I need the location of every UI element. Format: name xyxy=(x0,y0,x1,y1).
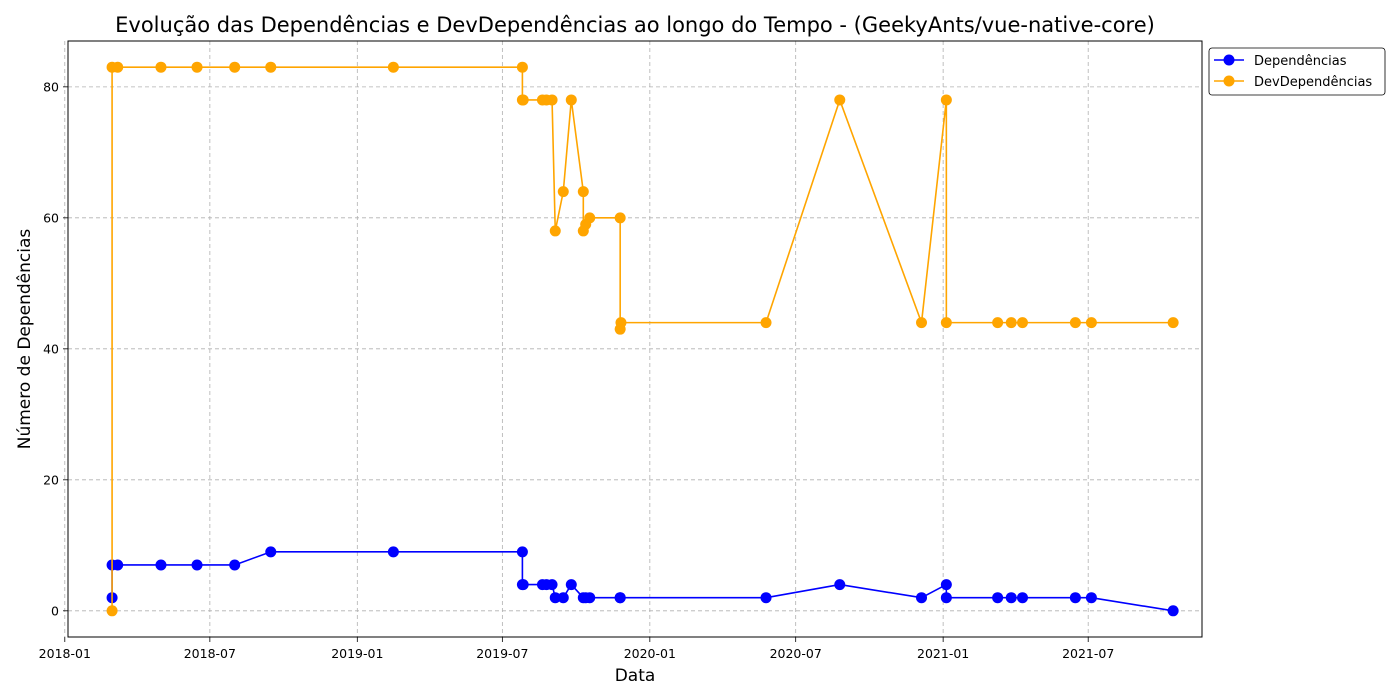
data-point-dependencias xyxy=(565,579,577,591)
x-tick-label: 2018-01 xyxy=(39,646,91,661)
data-point-devdependencias xyxy=(834,94,846,106)
grid xyxy=(64,41,1202,637)
legend-label-dependencias: Dependências xyxy=(1254,54,1347,69)
data-point-devdependencias xyxy=(1069,317,1081,329)
data-point-dependencias xyxy=(516,546,528,558)
data-point-dependencias xyxy=(916,592,928,604)
data-point-devdependencias xyxy=(940,94,952,106)
data-point-dependencias xyxy=(1005,592,1017,604)
x-tick-label: 2020-07 xyxy=(770,646,822,661)
data-point-devdependencias xyxy=(614,212,626,224)
data-point-dependencias xyxy=(1016,592,1028,604)
y-tick-label: 80 xyxy=(43,79,59,94)
data-point-dependencias xyxy=(940,579,952,591)
series-line-dependencias xyxy=(111,551,1174,612)
data-point-dependencias xyxy=(155,559,167,571)
legend-marker-devdependencias xyxy=(1223,75,1235,87)
legend-label-devdependencias: DevDependências xyxy=(1254,75,1372,90)
data-point-dependencias xyxy=(1167,605,1179,617)
x-axis-label: Data xyxy=(615,666,656,686)
data-point-devdependencias xyxy=(516,61,528,73)
x-tick-label: 2019-01 xyxy=(331,646,383,661)
data-point-dependencias xyxy=(191,559,203,571)
legend-box xyxy=(1208,47,1386,96)
data-point-dependencias xyxy=(1085,592,1097,604)
data-point-dependencias xyxy=(517,579,529,591)
x-axis-ticks: 2018-01 2018-07 2019-01 2019-07 2020-01 2020-… xyxy=(39,637,1114,661)
x-tick-label: 2019-07 xyxy=(476,646,528,661)
data-point-devdependencias xyxy=(546,94,558,106)
data-point-devdependencias xyxy=(155,61,167,73)
data-point-dependencias xyxy=(265,546,277,558)
series xyxy=(106,61,1179,617)
data-point-dependencias xyxy=(614,592,626,604)
data-point-devdependencias xyxy=(549,225,561,237)
data-point-devdependencias xyxy=(1167,317,1179,329)
data-point-dependencias xyxy=(546,579,558,591)
y-tick-label: 20 xyxy=(43,472,59,487)
data-point-dependencias xyxy=(992,592,1004,604)
data-point-devdependencias xyxy=(1085,317,1097,329)
data-point-devdependencias xyxy=(992,317,1004,329)
series-line-devdependencias xyxy=(111,66,1174,611)
data-point-devdependencias xyxy=(760,317,772,329)
data-point-dependencias xyxy=(557,592,569,604)
data-point-dependencias xyxy=(229,559,241,571)
data-point-devdependencias xyxy=(557,186,569,198)
x-tick-label: 2018-07 xyxy=(184,646,236,661)
plot-area-frame xyxy=(67,40,1203,638)
y-tick-label: 0 xyxy=(51,603,59,618)
data-point-devdependencias xyxy=(565,94,577,106)
data-point-devdependencias xyxy=(577,186,589,198)
y-tick-label: 40 xyxy=(43,341,59,356)
x-tick-label: 2020-01 xyxy=(624,646,676,661)
y-tick-label: 60 xyxy=(43,210,59,225)
chart-title: Evolução das Dependências e DevDependênc… xyxy=(115,13,1155,37)
data-point-devdependencias xyxy=(229,61,241,73)
data-point-devdependencias xyxy=(265,61,277,73)
data-point-devdependencias xyxy=(1005,317,1017,329)
x-tick-label: 2021-07 xyxy=(1062,646,1114,661)
data-point-devdependencias xyxy=(112,61,124,73)
y-axis-ticks: 0 20 40 60 80 xyxy=(43,79,68,618)
data-point-devdependencias xyxy=(615,317,627,329)
data-point-devdependencias xyxy=(916,317,928,329)
data-point-dependencias xyxy=(387,546,399,558)
data-point-devdependencias xyxy=(106,605,118,617)
data-point-dependencias xyxy=(760,592,772,604)
data-point-devdependencias xyxy=(517,94,529,106)
data-point-dependencias xyxy=(549,592,561,604)
data-point-devdependencias xyxy=(584,212,596,224)
data-point-dependencias xyxy=(834,579,846,591)
x-tick-label: 2021-01 xyxy=(917,646,969,661)
data-point-dependencias xyxy=(1069,592,1081,604)
data-point-devdependencias xyxy=(191,61,203,73)
legend: Dependências DevDependências xyxy=(1208,47,1386,96)
data-point-devdependencias xyxy=(940,317,952,329)
data-point-dependencias xyxy=(940,592,952,604)
data-point-dependencias xyxy=(584,592,596,604)
data-point-devdependencias xyxy=(1016,317,1028,329)
legend-marker-dependencias xyxy=(1223,54,1235,66)
data-point-dependencias xyxy=(112,559,124,571)
y-axis-label: Número de Dependências xyxy=(15,229,35,450)
data-point-devdependencias xyxy=(387,61,399,73)
